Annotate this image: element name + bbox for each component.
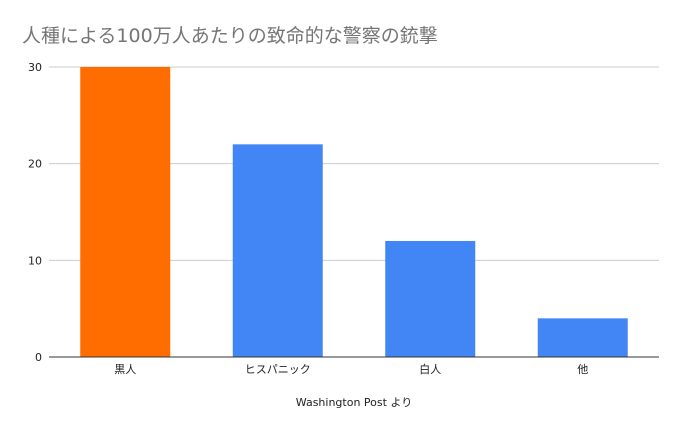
x-axis-ticks: 黒人 ヒスパニック 白人 他	[114, 362, 588, 376]
x-tick-label: ヒスパニック	[245, 363, 311, 376]
y-tick-label: 20	[28, 158, 42, 171]
y-tick-label: 10	[28, 254, 42, 267]
bar-2	[385, 241, 475, 357]
y-tick-label: 0	[35, 351, 42, 364]
y-axis-ticks: 0 10 20 30	[28, 61, 42, 364]
x-tick-label: 黒人	[114, 363, 136, 376]
y-tick-label: 30	[28, 61, 42, 74]
x-tick-label: 白人	[419, 362, 441, 376]
chart-title: 人種による100万人あたりの致命的な警察の銃撃	[22, 25, 438, 47]
x-axis-label: Washington Post より	[296, 396, 412, 409]
bar-0	[80, 67, 170, 357]
bar-3	[538, 318, 628, 357]
bar-1	[233, 144, 323, 357]
bars	[80, 67, 628, 357]
x-tick-label: 他	[577, 363, 588, 376]
